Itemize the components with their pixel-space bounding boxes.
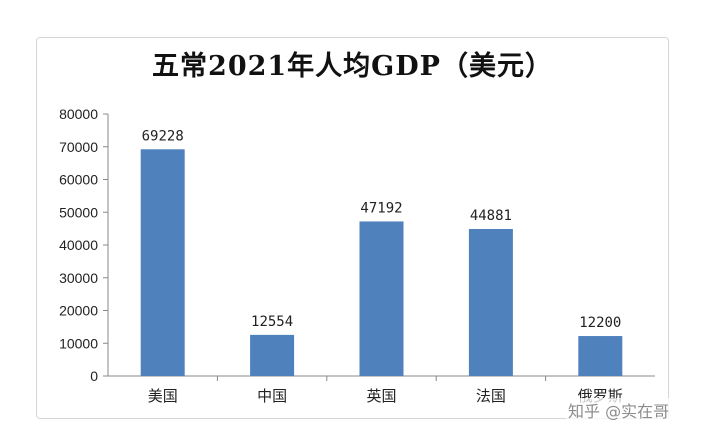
bar-2 [250,334,295,376]
y-tick-label: 40000 [59,237,98,253]
bar-5 [578,336,623,376]
x-tick-label: 中国 [257,387,287,405]
y-tick-label: 50000 [59,204,98,220]
data-label: 12554 [251,314,293,330]
data-label: 69228 [142,128,184,144]
y-tick-label: 60000 [59,172,98,188]
x-tick-label: 英国 [366,387,396,405]
data-label: 44881 [470,208,512,224]
x-tick-label: 法国 [476,387,506,405]
x-tick-label: 美国 [148,387,178,405]
bar-4 [468,229,513,376]
data-label: 47192 [360,200,402,216]
y-tick-label: 70000 [59,139,98,155]
bar-1 [140,149,185,376]
watermark: 知乎 @实在哥 [566,398,672,422]
y-tick-label: 20000 [59,303,98,319]
data-label: 12200 [579,315,621,331]
y-tick-label: 10000 [59,335,98,351]
chart-title: 五常2021年人均GDP（美元） [152,51,553,82]
bar-3 [359,221,404,376]
y-tick-label: 30000 [59,270,98,286]
y-tick-label: 0 [90,368,98,384]
y-tick-label: 80000 [59,106,98,122]
